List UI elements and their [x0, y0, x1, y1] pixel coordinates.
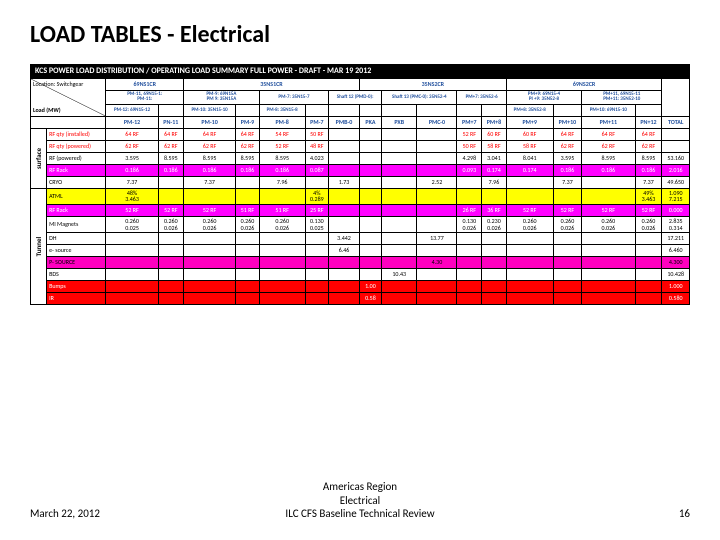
- table-row: Bumps1.001.000: [31, 281, 690, 293]
- table-row: DH3.44213.7717.211: [31, 233, 690, 245]
- footer-page: 16: [679, 507, 690, 520]
- footer-center: Americas Region Electrical ILC CFS Basel…: [0, 480, 720, 520]
- table-banner: KCS POWER LOAD DISTRIBUTION / OPERATING …: [31, 65, 690, 79]
- groups-row: Location: Switchgear Load (MW) 69NS1CR 3…: [31, 78, 690, 90]
- table-row: RF (powered)3.5958.5958.5958.5958.5954.0…: [31, 152, 690, 164]
- table-row: RF qty (powered)62 RF62 RF62 RF62 RF52 R…: [31, 140, 690, 152]
- table-row: RF Rack0.1860.1860.1860.1860.1860.0870.0…: [31, 164, 690, 176]
- cols-row: PM-12PN-11PM-10PM-9PM-8PM-7PMB-0PKAPXBPM…: [31, 116, 690, 128]
- table-row: IR0.580.580: [31, 293, 690, 305]
- sub2-row: PM-12: 69N15-12PM-10: 35N15-10PM-8: 35N1…: [31, 104, 690, 116]
- sub1-row: PM-11, 69N15-1:PM-11:PM-9: 69N15APM 9: 3…: [31, 90, 690, 104]
- page-title: LOAD TABLES - Electrical: [30, 20, 690, 49]
- table-row: MI Magnets0.2600.0250.2600.0260.2600.026…: [31, 216, 690, 232]
- table-row: P- SOURCE4.304.300: [31, 257, 690, 269]
- load-table: KCS POWER LOAD DISTRIBUTION / OPERATING …: [30, 64, 690, 305]
- table-row: surfaceRF qty (installed)64 RF64 RF64 RF…: [31, 128, 690, 140]
- location-cell: Location: Switchgear Load (MW): [31, 78, 106, 116]
- table-row: RF Rack52 RF52 RF52 RF51 RF51 RF25 RF26 …: [31, 204, 690, 216]
- table-row: TunnelATML48%3.4634%0.28949%3.4631.0907.…: [31, 188, 690, 204]
- table-row: BDS10.4310.428: [31, 269, 690, 281]
- table-row: e- source6.466.460: [31, 245, 690, 257]
- table-row: CRYO7.377.377.961.732.527.967.377.3749.6…: [31, 176, 690, 188]
